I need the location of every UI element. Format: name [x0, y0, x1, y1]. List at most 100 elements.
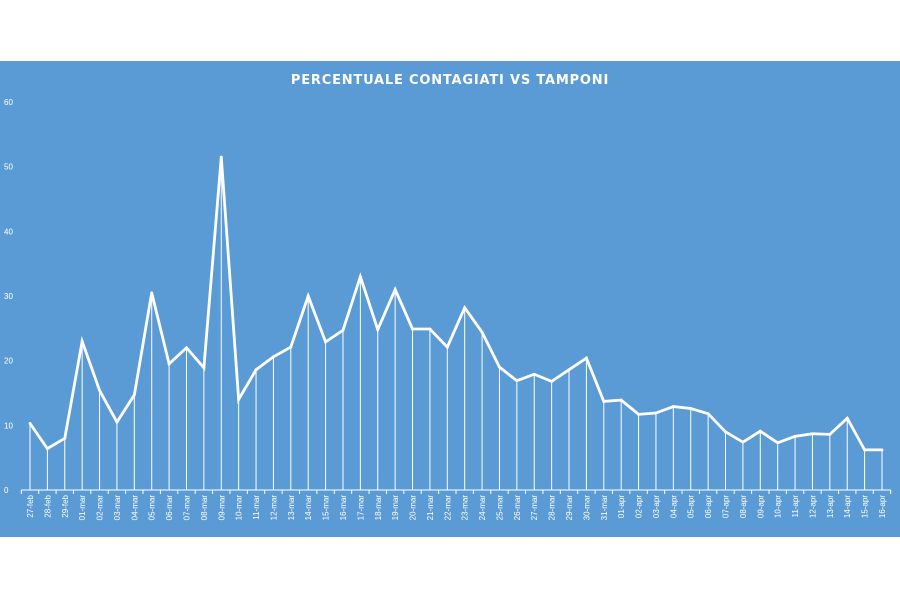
data-point	[515, 379, 519, 383]
x-tick-label: 06-mar	[165, 495, 174, 521]
chart-panel: PERCENTUALE CONTAGIATI VS TAMPONI 0 10 20 3…	[0, 61, 900, 537]
x-tick-label: 23-mar	[461, 495, 470, 521]
data-point	[132, 393, 136, 397]
data-point	[185, 346, 188, 350]
x-tick-label: 13-apr	[826, 495, 835, 518]
x-tick-label: 05-mar	[148, 495, 157, 521]
x-tick-label: 27-feb	[26, 494, 35, 517]
data-point	[463, 306, 467, 310]
data-point	[28, 421, 32, 425]
y-tick-label: 50	[4, 163, 13, 172]
x-tick-label: 17-mar	[356, 495, 365, 521]
data-point	[237, 398, 241, 401]
x-tick-label: 22-mar	[443, 495, 452, 521]
data-point	[219, 155, 223, 159]
x-tick-label: 07-mar	[182, 495, 191, 521]
data-point	[671, 405, 675, 408]
x-tick-label: 08-apr	[739, 495, 748, 518]
data-point	[445, 345, 449, 349]
x-tick-label: 02-mar	[96, 495, 105, 521]
data-point	[880, 448, 884, 452]
x-tick-label: 15-mar	[322, 495, 331, 521]
data-point	[654, 411, 658, 415]
data-point	[498, 365, 501, 369]
x-axis: 27-feb 28-feb 29-feb 01-mar 02-mar 03-mar 04-m…	[20, 490, 892, 521]
data-point	[150, 291, 154, 295]
data-point	[619, 398, 623, 402]
data-point	[567, 368, 571, 372]
data-point	[480, 330, 484, 334]
data-point	[811, 432, 814, 436]
x-tick-label: 08-mar	[200, 495, 209, 521]
x-tick-label: 11-apr	[791, 495, 800, 518]
x-tick-label: 19-mar	[391, 495, 400, 521]
data-point	[585, 356, 588, 360]
x-tick-label: 16-mar	[339, 495, 348, 521]
x-tick-label: 18-mar	[374, 495, 383, 521]
data-points	[28, 155, 884, 452]
x-tick-label: 21-mar	[426, 495, 435, 521]
y-axis: 0 10 20 30 40 50 60	[4, 98, 13, 495]
data-point	[341, 328, 345, 332]
data-point	[863, 448, 867, 452]
data-point	[358, 275, 362, 278]
x-tick-label: 05-apr	[687, 495, 696, 518]
y-tick-label: 40	[4, 227, 13, 236]
data-point	[202, 366, 206, 370]
x-tick-label: 24-mar	[478, 495, 487, 521]
data-point	[741, 440, 745, 444]
data-point	[289, 345, 293, 349]
y-tick-label: 30	[4, 292, 13, 301]
drop-lines	[29, 156, 883, 490]
x-tick-label: 20-mar	[409, 495, 418, 521]
y-tick-label: 10	[4, 421, 13, 430]
data-point	[393, 288, 397, 291]
x-tick-label: 27-mar	[530, 495, 539, 521]
x-tick-label: 14-apr	[843, 495, 852, 518]
data-point	[793, 434, 797, 438]
x-tick-label: 30-mar	[582, 495, 591, 521]
x-tick-label: 01-apr	[617, 495, 626, 518]
x-tick-label: 04-apr	[669, 495, 678, 518]
x-tick-label: 09-mar	[217, 495, 226, 521]
x-tick-label: 28-mar	[548, 495, 557, 521]
data-point	[80, 339, 84, 343]
x-tick-label: 29-feb	[61, 494, 70, 517]
x-tick-label: 12-mar	[269, 495, 278, 521]
line-chart: PERCENTUALE CONTAGIATI VS TAMPONI 0 10 20 3…	[4, 73, 892, 521]
x-tick-label: 09-apr	[756, 495, 765, 518]
series-line	[28, 156, 882, 452]
data-point	[63, 436, 67, 440]
x-tick-label: 01-mar	[78, 495, 87, 521]
data-point	[45, 447, 49, 451]
data-point	[532, 372, 536, 376]
data-point	[324, 340, 327, 344]
x-tick-label: 03-mar	[113, 495, 122, 521]
y-tick-label: 60	[4, 98, 13, 107]
x-tick-label: 31-mar	[600, 495, 609, 521]
x-tick-label: 28-feb	[43, 494, 52, 517]
data-point	[828, 432, 832, 436]
data-point	[845, 416, 849, 420]
data-point	[376, 328, 380, 332]
x-tick-label: 10-apr	[774, 495, 783, 518]
data-point	[550, 379, 554, 383]
data-point	[758, 429, 762, 433]
x-tick-label: 14-mar	[304, 495, 313, 521]
data-point	[776, 441, 780, 445]
x-tick-label: 02-apr	[635, 495, 644, 518]
x-tick-label: 26-mar	[513, 495, 522, 521]
x-tick-label: 12-apr	[808, 495, 817, 518]
x-tick-label: 29-mar	[565, 495, 574, 521]
data-point	[306, 294, 310, 298]
x-tick-label: 03-apr	[652, 495, 661, 518]
data-point	[272, 355, 275, 359]
x-tick-label: 04-mar	[130, 495, 139, 521]
x-tick-label: 06-apr	[704, 495, 713, 518]
y-tick-label: 0	[4, 486, 9, 495]
y-tick-label: 20	[4, 357, 13, 366]
data-point	[428, 327, 432, 331]
data-point	[602, 400, 606, 403]
data-point	[115, 420, 119, 424]
data-point	[706, 412, 710, 416]
